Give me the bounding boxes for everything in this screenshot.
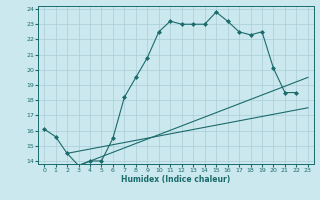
X-axis label: Humidex (Indice chaleur): Humidex (Indice chaleur) — [121, 175, 231, 184]
